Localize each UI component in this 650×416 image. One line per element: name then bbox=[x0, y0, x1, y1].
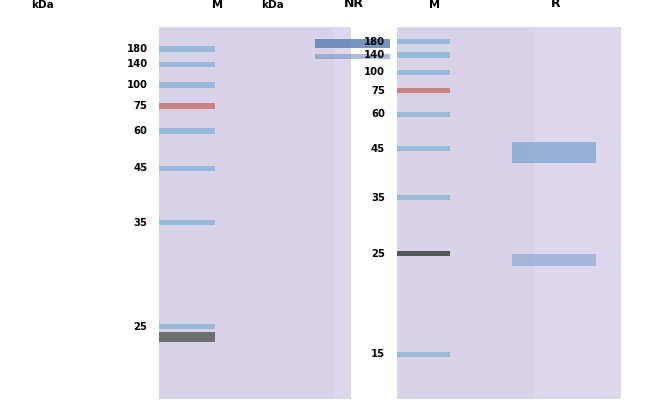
Text: 25: 25 bbox=[371, 249, 385, 259]
Bar bbox=[159, 46, 214, 52]
Bar bbox=[159, 128, 214, 134]
Bar bbox=[396, 251, 450, 256]
Text: 45: 45 bbox=[370, 144, 385, 154]
Text: 140: 140 bbox=[126, 59, 148, 69]
Bar bbox=[396, 146, 450, 151]
Text: M: M bbox=[429, 0, 439, 10]
Bar bbox=[159, 166, 214, 171]
Text: M: M bbox=[213, 0, 223, 10]
Bar bbox=[159, 27, 333, 399]
Text: NR: NR bbox=[344, 0, 364, 10]
Text: 75: 75 bbox=[134, 101, 148, 111]
Text: kDa: kDa bbox=[31, 0, 53, 10]
Bar bbox=[396, 352, 450, 357]
Bar bbox=[159, 332, 214, 342]
Bar bbox=[159, 82, 214, 88]
Text: 180: 180 bbox=[364, 37, 385, 47]
Bar bbox=[512, 142, 596, 163]
Text: 15: 15 bbox=[370, 349, 385, 359]
Bar bbox=[315, 54, 390, 59]
Text: 100: 100 bbox=[127, 80, 148, 90]
Text: 25: 25 bbox=[134, 322, 148, 332]
Text: R: R bbox=[551, 0, 560, 10]
Text: 75: 75 bbox=[371, 86, 385, 96]
Bar bbox=[159, 27, 351, 399]
Text: 140: 140 bbox=[363, 50, 385, 60]
Bar bbox=[396, 52, 450, 57]
Bar bbox=[512, 254, 596, 266]
Bar bbox=[159, 324, 214, 329]
Bar bbox=[396, 39, 450, 44]
Bar bbox=[159, 62, 214, 67]
Text: 45: 45 bbox=[133, 163, 148, 173]
Bar bbox=[396, 111, 450, 117]
Text: 60: 60 bbox=[371, 109, 385, 119]
Text: 35: 35 bbox=[134, 218, 148, 228]
Bar bbox=[159, 103, 214, 109]
Text: 60: 60 bbox=[134, 126, 148, 136]
Bar bbox=[159, 220, 214, 225]
Text: kDa: kDa bbox=[261, 0, 285, 10]
Bar bbox=[396, 27, 621, 399]
Bar bbox=[396, 88, 450, 93]
Text: 180: 180 bbox=[127, 44, 148, 54]
Text: 35: 35 bbox=[371, 193, 385, 203]
Text: 100: 100 bbox=[364, 67, 385, 77]
Bar bbox=[315, 39, 390, 48]
Bar bbox=[396, 195, 450, 200]
Bar bbox=[396, 69, 450, 75]
Bar bbox=[396, 27, 534, 399]
